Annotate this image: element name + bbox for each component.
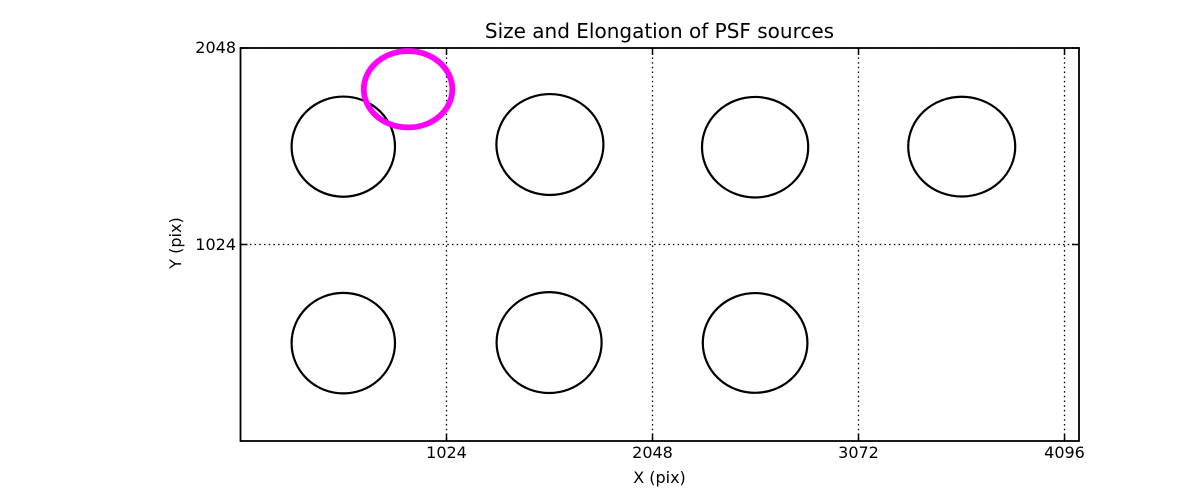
psf-sources-ellipse xyxy=(701,291,809,394)
psf-sources-ellipse xyxy=(495,290,603,395)
ytick-label-2048: 2048 xyxy=(195,38,236,57)
psf-sources-ellipse xyxy=(290,95,397,198)
psf-sources-ellipse xyxy=(700,95,810,199)
xtick-label-1024: 1024 xyxy=(426,443,467,462)
x-axis-label: X (pix) xyxy=(633,468,686,487)
axes-frame xyxy=(239,47,1080,442)
plot-title: Size and Elongation of PSF sources xyxy=(484,19,835,43)
xtick-label-3072: 3072 xyxy=(838,443,879,462)
ytick-label-1024: 1024 xyxy=(195,234,236,254)
elongated-source-flagged-ellipse xyxy=(360,48,456,131)
psf-sources-ellipse xyxy=(907,95,1017,198)
psf-sources-ellipse xyxy=(495,92,605,197)
psf-sources-ellipse xyxy=(290,291,397,395)
xtick-label-4096: 4096 xyxy=(1044,443,1085,462)
xtick-label-2048: 2048 xyxy=(632,443,673,462)
